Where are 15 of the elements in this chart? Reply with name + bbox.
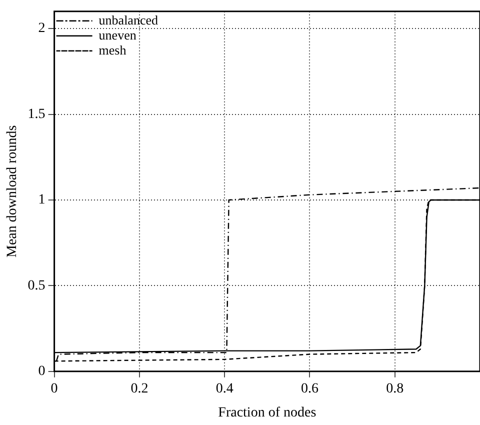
- legend-label: mesh: [98, 42, 127, 58]
- y-tick-label: 2: [38, 21, 46, 36]
- y-tick-label: 1: [38, 192, 46, 208]
- x-tick-label: 0.8: [386, 381, 404, 396]
- y-axis-title: Mean download rounds: [5, 125, 20, 258]
- y-tick-label: 1.5: [28, 106, 46, 122]
- legend-label: unbalanced: [98, 12, 158, 28]
- x-tick-label: 0: [50, 381, 58, 396]
- x-tick-label: 0.2: [130, 381, 148, 396]
- x-tick-label: 0.4: [216, 381, 234, 396]
- y-tick-label: 0: [38, 364, 46, 380]
- x-axis-title: Fraction of nodes: [218, 405, 316, 420]
- y-tick-label: 0.5: [28, 278, 46, 294]
- x-tick-label: 0.6: [300, 381, 318, 396]
- legend-label: uneven: [98, 27, 137, 42]
